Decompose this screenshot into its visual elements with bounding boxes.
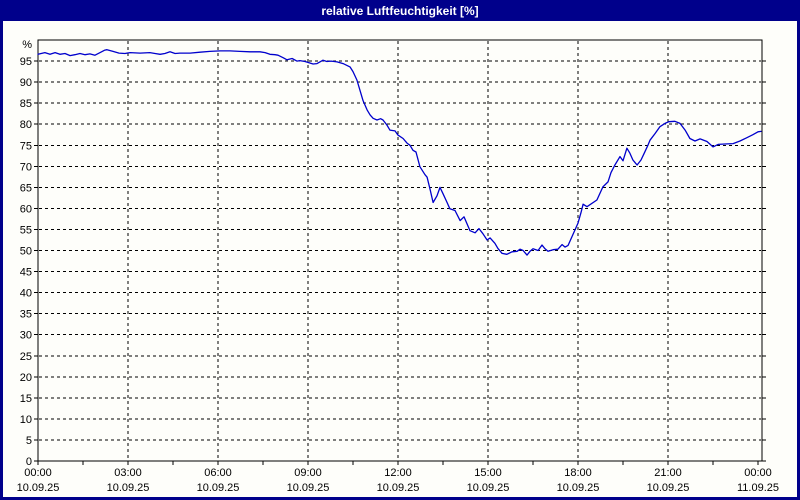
x-tick-date-label: 10.09.25: [287, 482, 330, 494]
x-tick-time-label: 09:00: [294, 467, 322, 479]
y-tick-label: 95: [20, 56, 32, 68]
y-tick-label: 70: [20, 161, 32, 173]
y-tick-label: 20: [20, 372, 32, 384]
x-tick-time-label: 21:00: [654, 467, 682, 479]
y-tick-label: 10: [20, 414, 32, 426]
y-tick-label: 45: [20, 267, 32, 279]
x-tick-date-label: 11.09.25: [737, 482, 779, 494]
window-title: relative Luftfeuchtigkeit [%]: [321, 3, 479, 18]
x-tick-time-label: 06:00: [204, 467, 232, 479]
y-tick-label: 30: [20, 330, 32, 342]
y-tick-label: 65: [20, 182, 32, 194]
x-tick-time-label: 15:00: [474, 467, 502, 479]
y-tick-label: 0: [26, 456, 32, 468]
x-tick-time-label: 03:00: [114, 467, 142, 479]
x-tick-date-label: 10.09.25: [17, 482, 60, 494]
series-line-relative-luftfeuchtigkeit: [37, 49, 762, 256]
x-tick-time-label: 12:00: [384, 467, 412, 479]
y-tick-label: 35: [20, 309, 32, 321]
plot-border: [37, 39, 763, 462]
y-tick-label: 75: [20, 140, 32, 152]
y-tick-label: 5: [26, 435, 32, 447]
y-tick-label: 60: [20, 203, 32, 215]
x-tick-time-label: 00:00: [24, 467, 52, 479]
x-tick-time-label: 18:00: [564, 467, 592, 479]
x-tick-date-label: 10.09.25: [647, 482, 690, 494]
y-axis-unit-label: %: [22, 39, 32, 51]
y-tick-label: 80: [20, 119, 32, 131]
x-tick-date-label: 10.09.25: [467, 482, 510, 494]
chart-area[interactable]: 0 5 10 15 20 25 30 35 40 45 50 55 60 65 70 75 80 85 90 95% 0…: [3, 21, 797, 497]
chart-svg: 0 5 10 15 20 25 30 35 40 45 50 55 60 65 70 75 80 85 90 95% 0…: [17, 39, 779, 494]
y-tick-label: 50: [20, 246, 32, 258]
x-tick-date-label: 10.09.25: [107, 482, 150, 494]
y-tick-label: 25: [20, 351, 32, 363]
x-tick-date-label: 10.09.25: [197, 482, 240, 494]
window-titlebar: relative Luftfeuchtigkeit [%]: [0, 0, 800, 21]
x-tick-time-label: 00:00: [744, 467, 772, 479]
y-tick-label: 90: [20, 77, 32, 89]
x-tick-date-label: 10.09.25: [377, 482, 420, 494]
y-tick-label: 15: [20, 393, 32, 405]
y-tick-label: 40: [20, 288, 32, 300]
y-tick-label: 85: [20, 98, 32, 110]
x-tick-date-label: 10.09.25: [557, 482, 600, 494]
y-tick-label: 55: [20, 224, 32, 236]
